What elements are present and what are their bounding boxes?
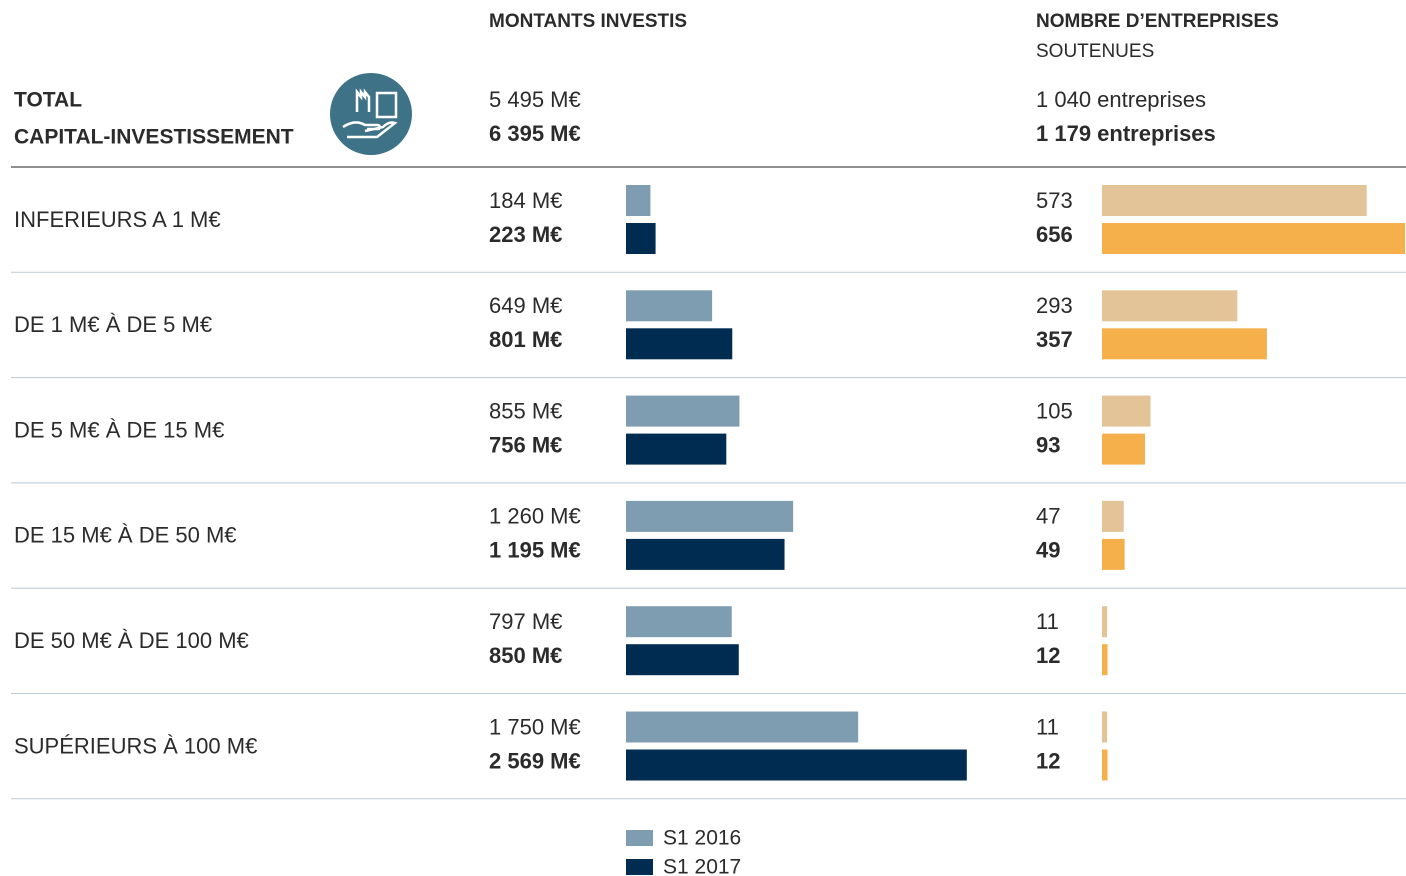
total-count: 1 179 entreprises xyxy=(1036,121,1216,146)
value-label: 656 xyxy=(1036,222,1073,247)
value-label: 11 xyxy=(1036,609,1059,634)
bar xyxy=(1102,500,1124,532)
value-label: 12 xyxy=(1036,748,1060,773)
row-label: INFERIEURS A 1 M€ xyxy=(14,207,221,232)
bar xyxy=(1102,223,1405,254)
bar xyxy=(1102,433,1145,465)
value-label: 105 xyxy=(1036,398,1073,423)
bar xyxy=(1102,644,1108,676)
value-label: 801 M€ xyxy=(489,327,562,352)
total-amount: 5 495 M€ xyxy=(489,87,581,112)
value-label: 293 xyxy=(1036,293,1073,318)
bar xyxy=(1102,395,1151,427)
row-label: DE 15 M€ À DE 50 M€ xyxy=(14,523,237,548)
row-label: SUPÉRIEURS À 100 M€ xyxy=(14,733,257,758)
value-label: 1 750 M€ xyxy=(489,714,581,739)
amount-title: MONTANTS INVESTIS xyxy=(489,11,687,32)
bar xyxy=(626,749,967,781)
value-label: 47 xyxy=(1036,504,1060,529)
legend-label: S1 2016 xyxy=(663,827,741,850)
legend-swatch xyxy=(626,859,653,875)
total-label: TOTAL xyxy=(14,89,82,112)
value-label: 2 569 M€ xyxy=(489,748,581,773)
bar xyxy=(1102,749,1108,781)
bar xyxy=(626,644,739,676)
row-label: DE 50 M€ À DE 100 M€ xyxy=(14,628,249,653)
bar xyxy=(1102,328,1267,360)
legend-swatch xyxy=(626,830,653,846)
count-subtitle: SOUTENUES xyxy=(1036,41,1154,62)
icon xyxy=(330,73,412,155)
total-label: CAPITAL-INVESTISSEMENT xyxy=(14,126,294,149)
count-title: NOMBRE D’ENTREPRISES xyxy=(1036,11,1279,32)
bar xyxy=(1102,711,1108,743)
value-label: 1 260 M€ xyxy=(489,504,581,529)
value-label: 649 M€ xyxy=(489,293,562,318)
bar xyxy=(626,395,740,427)
total-amount: 6 395 M€ xyxy=(489,121,581,146)
bar xyxy=(1102,538,1125,570)
value-label: 357 xyxy=(1036,327,1073,352)
value-label: 93 xyxy=(1036,432,1060,457)
value-label: 797 M€ xyxy=(489,609,562,634)
value-label: 11 xyxy=(1036,714,1059,739)
bar xyxy=(626,500,794,532)
value-label: 184 M€ xyxy=(489,188,562,213)
bar xyxy=(1102,290,1238,322)
row-label: DE 1 M€ À DE 5 M€ xyxy=(14,312,212,337)
value-label: 1 195 M€ xyxy=(489,538,581,563)
bar xyxy=(626,711,859,743)
total-count: 1 040 entreprises xyxy=(1036,87,1206,112)
bar xyxy=(626,433,727,465)
bar xyxy=(626,185,651,216)
value-label: 12 xyxy=(1036,643,1060,668)
value-label: 573 xyxy=(1036,188,1073,213)
bar xyxy=(626,290,713,322)
value-label: 49 xyxy=(1036,538,1060,563)
bar xyxy=(626,328,733,360)
bar xyxy=(626,538,785,570)
bar xyxy=(626,606,732,638)
bar xyxy=(626,223,656,254)
value-label: 850 M€ xyxy=(489,643,562,668)
bar xyxy=(1102,606,1108,638)
legend-label: S1 2017 xyxy=(663,856,741,876)
value-label: 756 M€ xyxy=(489,432,562,457)
row-label: DE 5 M€ À DE 15 M€ xyxy=(14,417,224,442)
value-label: 223 M€ xyxy=(489,222,562,247)
bar xyxy=(1102,185,1367,216)
value-label: 855 M€ xyxy=(489,398,562,423)
